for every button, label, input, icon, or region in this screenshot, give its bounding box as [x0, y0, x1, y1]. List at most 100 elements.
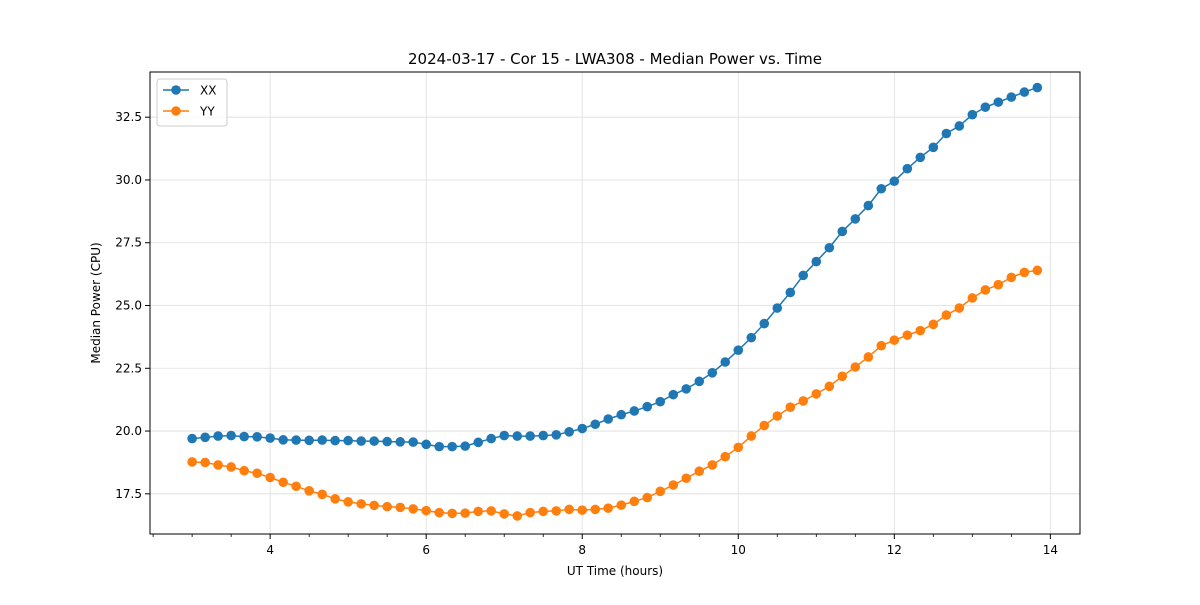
- x-tick-label: 4: [266, 543, 274, 557]
- series-yy-point: [785, 402, 796, 413]
- y-tick-label: 20.0: [115, 424, 142, 438]
- series-xx-point: [902, 163, 913, 174]
- series-yy-point: [369, 500, 379, 511]
- series-xx-point: [187, 433, 197, 444]
- series-yy-point: [681, 473, 692, 484]
- series-yy-point: [252, 468, 262, 479]
- series-yy-point: [616, 500, 627, 510]
- series-yy-point: [382, 501, 392, 512]
- series-yy-point: [291, 481, 301, 492]
- series-xx-point: [226, 430, 236, 441]
- series-yy-point: [850, 362, 861, 372]
- series-xx-point: [811, 256, 822, 267]
- series-xx-point: [824, 242, 835, 253]
- series-yy-point: [486, 506, 496, 516]
- series-yy-point: [460, 508, 471, 518]
- x-tick-label: 14: [1043, 543, 1058, 557]
- series-yy-point: [395, 502, 406, 513]
- series-xx-point: [837, 226, 848, 237]
- series-yy-point: [798, 396, 809, 406]
- series-xx-point: [564, 427, 574, 437]
- legend: XX YY: [156, 78, 228, 127]
- series-xx-point: [655, 396, 666, 407]
- series-xx-point: [278, 435, 288, 445]
- series-xx-point: [590, 419, 601, 430]
- series-yy-point: [200, 457, 210, 468]
- chart-title: 2024-03-17 - Cor 15 - LWA308 - Median Po…: [408, 50, 822, 68]
- legend-label-xx: XX: [200, 84, 216, 98]
- series-xx-point: [850, 214, 861, 224]
- series-yy-point: [499, 509, 510, 519]
- series-yy-point: [434, 507, 445, 518]
- series-yy-point: [564, 504, 574, 515]
- series-xx-point: [538, 430, 549, 441]
- series-yy-point: [577, 505, 588, 515]
- series-xx-point: [1006, 92, 1017, 102]
- series-xx-point: [200, 432, 210, 443]
- x-tick-label: 12: [887, 543, 902, 557]
- y-tick-label: 22.5: [115, 361, 142, 375]
- series-xx-point: [928, 142, 939, 153]
- series-xx-point: [382, 436, 392, 447]
- series-yy-point: [343, 497, 353, 507]
- series-xx-point: [252, 432, 262, 442]
- series-yy-point: [707, 460, 718, 470]
- grid-lines: [150, 72, 1080, 534]
- series-xx-point: [954, 121, 965, 131]
- series-xx-point: [863, 200, 874, 211]
- series-xx-point: [642, 401, 653, 412]
- series-yy-point: [733, 442, 744, 453]
- series-yy-point: [655, 486, 666, 497]
- series-xx-point: [343, 435, 353, 446]
- series-xx-point: [369, 436, 379, 446]
- series-yy-point: [642, 492, 653, 503]
- series-yy-point: [473, 506, 484, 517]
- series-yy-point: [551, 506, 562, 516]
- series-xx-point: [967, 109, 978, 120]
- series-yy-point: [304, 486, 314, 496]
- series-yy-point: [239, 465, 249, 476]
- series-yy-point: [889, 335, 900, 345]
- series-yy-point: [863, 352, 874, 362]
- x-tick-label: 6: [422, 543, 430, 557]
- series-xx-point: [603, 414, 614, 424]
- y-tick-label: 32.5: [115, 110, 142, 124]
- series-yy-point: [993, 279, 1004, 290]
- series-yy-point: [876, 340, 887, 351]
- series-xx-point: [486, 433, 496, 444]
- series-yy-point: [928, 319, 939, 330]
- series-yy-point: [746, 431, 757, 441]
- series-yy-point: [941, 310, 952, 320]
- series-yy-point: [603, 503, 614, 513]
- series-xx-point: [785, 287, 796, 298]
- series-xx-point: [434, 441, 445, 452]
- series-xx-point: [421, 439, 431, 450]
- legend-marker-yy: [171, 106, 181, 116]
- series-xx-point: [707, 368, 718, 378]
- legend-marker-xx: [171, 85, 181, 95]
- series-xx-point: [746, 332, 757, 343]
- y-tick-label: 30.0: [115, 173, 142, 187]
- series-yy-point: [824, 381, 835, 392]
- plot-frame: [149, 71, 1081, 535]
- series-xx-point: [941, 128, 952, 139]
- series-yy-point: [590, 504, 601, 515]
- series-xx-point: [720, 357, 731, 367]
- series-xx-point: [668, 389, 679, 400]
- series-yy-point: [811, 389, 822, 399]
- series-yy-point: [759, 420, 770, 431]
- x-axis: 4 6 8 10 12 14: [152, 534, 1058, 557]
- series-yy-point: [629, 496, 640, 507]
- series-yy-point: [720, 451, 731, 462]
- series-xx-point: [694, 376, 705, 387]
- series-xx-point: [265, 433, 275, 443]
- series-yy-point: [356, 499, 367, 509]
- series-yy-point: [1006, 272, 1017, 283]
- x-tick-label: 8: [578, 543, 586, 557]
- series-xx-point: [356, 436, 367, 446]
- y-axis: 17.5 20.0 22.5 25.0 27.5 30.0 32.5: [115, 110, 150, 501]
- series-yy-point: [668, 480, 679, 490]
- series-xx-point: [616, 409, 627, 420]
- series-xx-point: [408, 437, 418, 447]
